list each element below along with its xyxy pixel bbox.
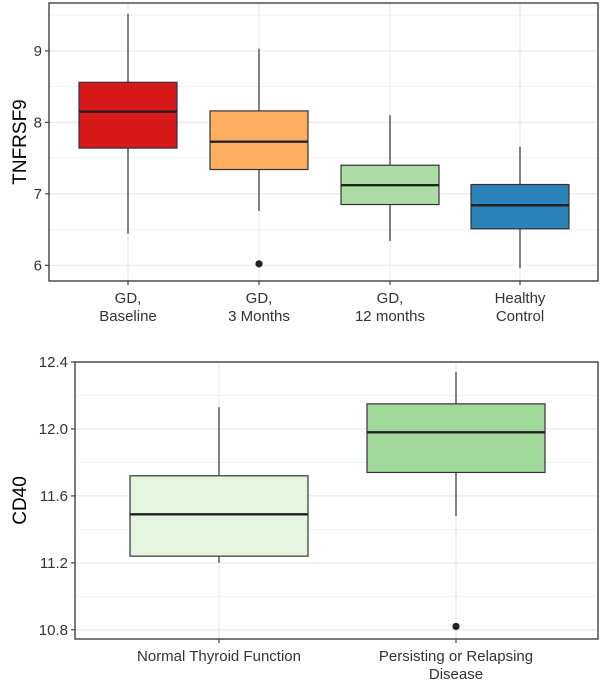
panel-2: Normal Thyroid Function Persisting or Rel… <box>10 354 599 683</box>
box-iqr <box>209 110 309 171</box>
panel-border <box>74 361 599 640</box>
y-tick-label: 12.4 <box>39 354 68 371</box>
panel-border <box>48 2 599 282</box>
x-tick-label-line: Healthy <box>495 290 546 307</box>
x-tick-label: GD, Baseline <box>99 290 157 325</box>
box-4 <box>470 146 570 269</box>
x-tick-label: Persisting or Relapsing Disease <box>379 648 533 683</box>
y-tick-label: 11.6 <box>40 488 68 505</box>
y-axis-title: CD40 <box>10 476 31 525</box>
box-3 <box>340 115 440 241</box>
box-iqr <box>129 475 309 557</box>
x-tick-label: GD, 3 Months <box>228 290 290 325</box>
x-tick-label-line: Baseline <box>99 308 157 325</box>
x-tick-label-line: 12 months <box>355 308 425 325</box>
x-tick-label: Healthy Control <box>495 290 546 325</box>
y-tick-label: 9 <box>34 43 42 60</box>
outlier-point <box>255 260 263 268</box>
x-tick-label-line: Persisting or Relapsing <box>379 648 533 665</box>
x-tick-label-line: Disease <box>429 666 483 683</box>
x-tick-label-line: GD, <box>377 290 404 307</box>
x-tick-label-line: Normal Thyroid Function <box>137 648 301 665</box>
y-tick-label: 10.8 <box>39 622 68 639</box>
outlier-point <box>452 622 460 631</box>
box-iqr <box>78 81 178 149</box>
y-tick-label: 8 <box>34 114 42 131</box>
x-tick-label-line: 3 Months <box>228 308 290 325</box>
box-1 <box>129 407 309 563</box>
y-tick-label: 7 <box>34 186 42 203</box>
x-tick-label: Normal Thyroid Function <box>137 648 301 665</box>
box-iqr <box>366 403 546 474</box>
y-tick-label: 6 <box>34 257 42 274</box>
box-iqr <box>470 183 570 230</box>
box-2 <box>209 48 309 268</box>
x-tick-label-line: GD, <box>115 290 142 307</box>
y-axis-title: TNFRSF9 <box>10 99 31 185</box>
x-tick-label-line: GD, <box>246 290 273 307</box>
y-tick-label: 12.0 <box>39 421 68 438</box>
x-tick-label-line: Control <box>496 308 544 325</box>
box-2 <box>366 372 546 631</box>
box-1 <box>78 13 178 234</box>
y-tick-label: 11.2 <box>40 555 68 572</box>
x-tick-label: GD, 12 months <box>355 290 425 325</box>
